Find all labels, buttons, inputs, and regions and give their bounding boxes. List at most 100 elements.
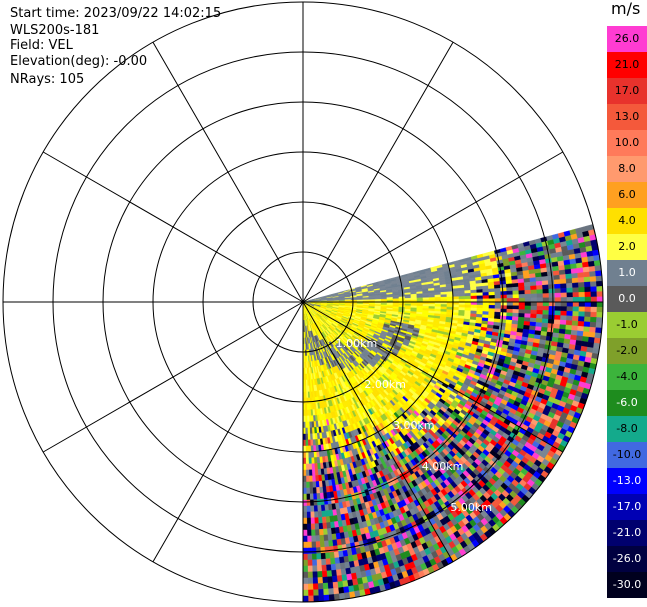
velocity-cell bbox=[595, 322, 603, 329]
velocity-cell bbox=[560, 287, 568, 294]
velocity-cell bbox=[547, 318, 555, 325]
velocity-cell bbox=[548, 306, 556, 312]
velocity-cell bbox=[535, 280, 543, 286]
velocity-cell bbox=[512, 297, 520, 303]
velocity-cell bbox=[488, 285, 495, 290]
velocity-cell bbox=[494, 311, 501, 317]
velocity-cell bbox=[446, 293, 454, 298]
velocity-cell bbox=[553, 274, 561, 281]
velocity-cell bbox=[452, 304, 460, 308]
velocity-cell bbox=[587, 260, 596, 268]
velocity-cell bbox=[595, 275, 603, 282]
velocity-cell bbox=[488, 295, 496, 300]
velocity-cell bbox=[329, 557, 336, 565]
velocity-cell bbox=[518, 290, 526, 295]
velocity-cell bbox=[446, 304, 454, 308]
velocity-cell bbox=[505, 279, 513, 285]
velocity-cell bbox=[482, 292, 490, 296]
velocity-cell bbox=[548, 301, 556, 307]
velocity-cell bbox=[578, 301, 586, 308]
velocity-cell bbox=[582, 331, 590, 338]
velocity-cell bbox=[422, 297, 430, 301]
velocity-cell bbox=[590, 281, 597, 288]
velocity-cell bbox=[582, 266, 590, 273]
velocity-cell bbox=[494, 298, 502, 303]
velocity-cell bbox=[542, 284, 549, 290]
velocity-cell bbox=[553, 319, 561, 325]
velocity-cell bbox=[590, 291, 598, 298]
velocity-cell bbox=[518, 301, 526, 307]
velocity-cell bbox=[512, 301, 520, 307]
velocity-cell bbox=[458, 290, 466, 295]
velocity-cell bbox=[589, 271, 597, 278]
velocity-cell bbox=[571, 325, 579, 332]
velocity-cell bbox=[470, 304, 478, 309]
velocity-cell bbox=[571, 320, 579, 327]
velocity-cell bbox=[488, 291, 496, 296]
velocity-cell bbox=[517, 316, 525, 322]
velocity-cell bbox=[542, 314, 549, 320]
velocity-cell bbox=[464, 292, 472, 297]
velocity-cell bbox=[323, 534, 329, 542]
velocity-cell bbox=[524, 297, 532, 303]
velocity-cell bbox=[500, 298, 508, 303]
velocity-cell bbox=[512, 294, 520, 299]
velocity-cell bbox=[590, 316, 597, 323]
velocity-cell bbox=[428, 294, 436, 298]
velocity-cell bbox=[590, 286, 598, 293]
velocity-cell bbox=[476, 289, 484, 294]
velocity-cell bbox=[536, 305, 544, 311]
velocity-cell bbox=[328, 545, 334, 553]
velocity-cell bbox=[566, 310, 574, 317]
velocity-cell bbox=[590, 306, 598, 313]
velocity-cell bbox=[488, 288, 495, 293]
velocity-cell bbox=[554, 306, 562, 312]
velocity-cell bbox=[506, 294, 514, 299]
velocity-cell bbox=[470, 295, 478, 300]
velocity-cell bbox=[458, 307, 466, 311]
velocity-cell bbox=[530, 293, 538, 299]
velocity-cell bbox=[596, 317, 603, 324]
velocity-cell bbox=[321, 510, 326, 518]
velocity-cell bbox=[482, 285, 489, 290]
velocity-cell bbox=[506, 312, 513, 317]
velocity-cell bbox=[488, 308, 496, 313]
velocity-cell bbox=[529, 277, 537, 283]
instrument-label: WLS200s-181 bbox=[10, 23, 100, 38]
velocity-cell bbox=[512, 305, 520, 310]
velocity-cell bbox=[488, 298, 496, 303]
velocity-cell bbox=[530, 289, 538, 295]
velocity-cell bbox=[536, 313, 543, 319]
velocity-cell bbox=[565, 320, 573, 326]
velocity-cell bbox=[572, 315, 579, 322]
velocity-cell bbox=[548, 292, 556, 298]
velocity-cell bbox=[321, 516, 327, 524]
velocity-cell bbox=[434, 296, 442, 300]
velocity-cell bbox=[464, 304, 472, 309]
velocity-cell bbox=[322, 528, 328, 536]
velocity-cell bbox=[566, 287, 574, 294]
velocity-cell bbox=[572, 282, 579, 289]
velocity-cell bbox=[590, 311, 598, 318]
velocity-cell bbox=[511, 282, 519, 288]
velocity-cell bbox=[590, 296, 598, 303]
velocity-cell bbox=[589, 326, 597, 333]
velocity-cell bbox=[523, 281, 531, 287]
velocity-cell bbox=[470, 292, 478, 297]
velocity-cell bbox=[464, 307, 472, 312]
velocity-cell bbox=[559, 274, 567, 280]
velocity-cell bbox=[458, 296, 466, 300]
velocity-cell bbox=[499, 283, 507, 289]
velocity-cell bbox=[536, 309, 544, 315]
velocity-cell bbox=[517, 282, 525, 288]
velocity-cell bbox=[511, 316, 519, 322]
velocity-cell bbox=[577, 325, 585, 332]
velocity-cell bbox=[337, 581, 344, 589]
velocity-cell bbox=[517, 278, 525, 284]
velocity-cell bbox=[506, 308, 514, 314]
velocity-cell bbox=[428, 297, 436, 301]
velocity-cell bbox=[452, 293, 460, 298]
velocity-cell bbox=[554, 297, 562, 303]
velocity-cell bbox=[566, 306, 574, 312]
